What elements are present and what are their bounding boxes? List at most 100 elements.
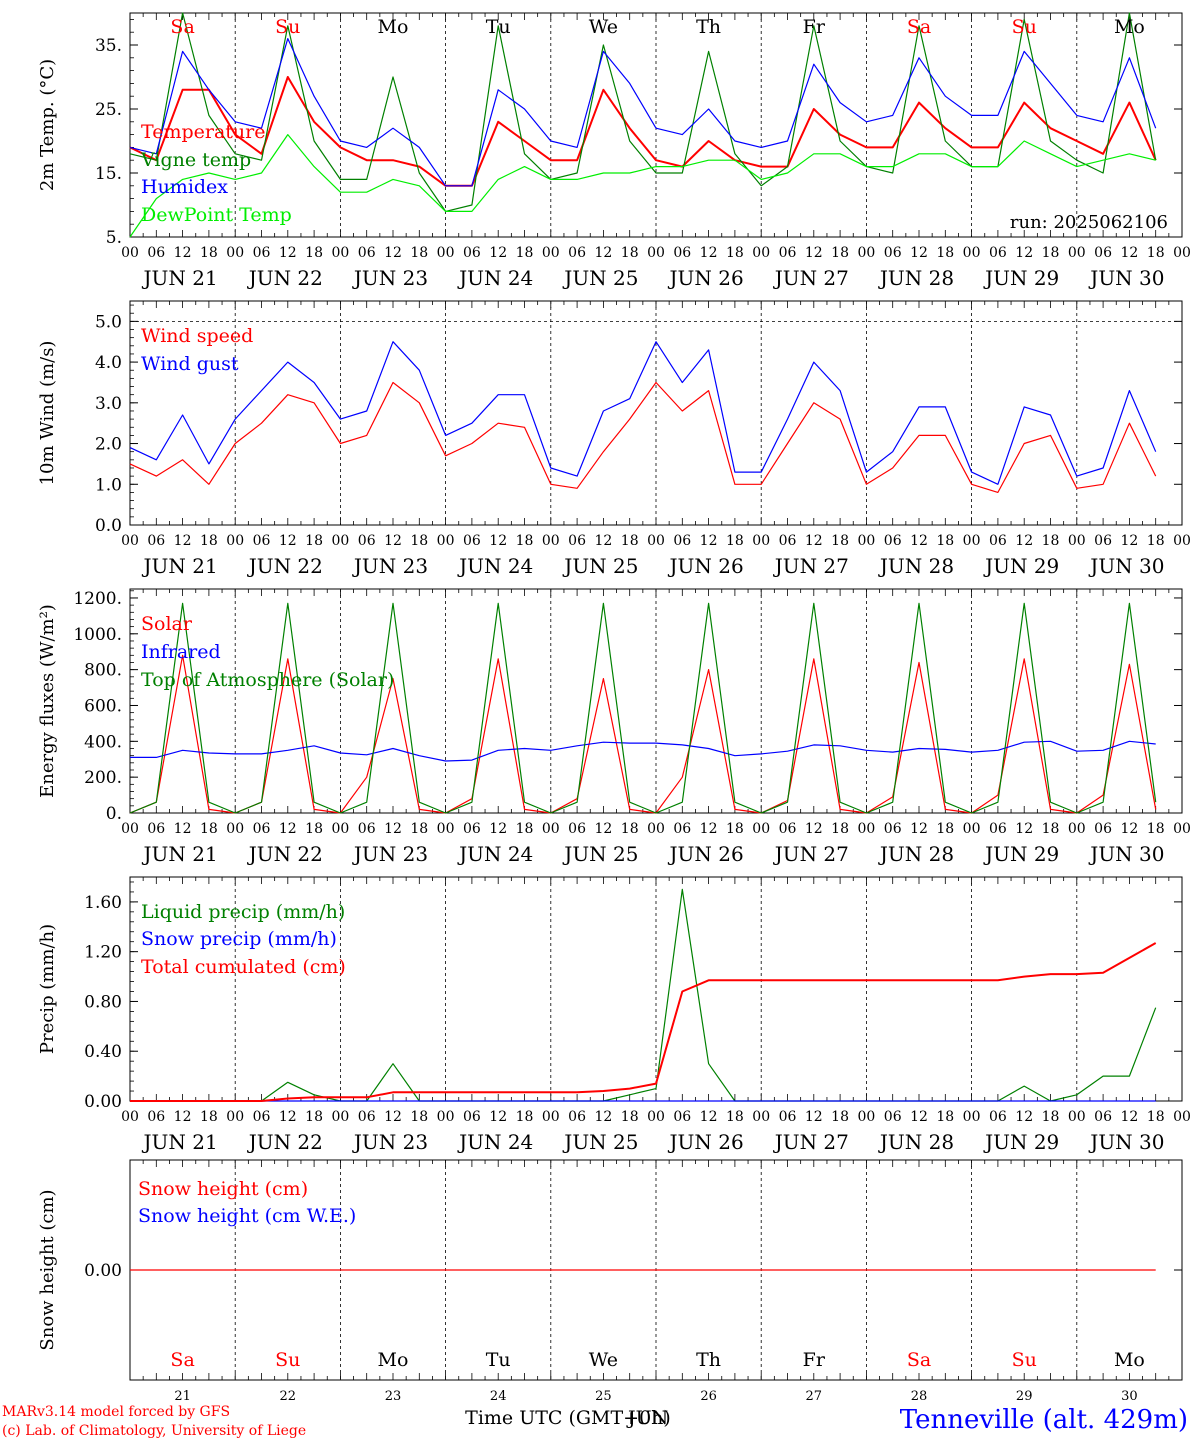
plot-frame <box>129 300 1183 526</box>
hour-tick-label: 06 <box>147 245 165 261</box>
y-tick-label: 4.0 <box>95 353 122 373</box>
hour-tick-label: 00 <box>121 245 139 261</box>
hour-tick-label: 00 <box>331 1109 349 1125</box>
hour-tick-label: 00 <box>437 533 455 549</box>
hour-tick-label: 06 <box>358 533 376 549</box>
hour-tick-label: 18 <box>621 821 639 837</box>
day-number-label: 27 <box>806 1389 823 1404</box>
hour-tick-label: 18 <box>1042 1109 1060 1125</box>
series-line-wind-speed <box>129 381 1157 493</box>
hour-tick-label: 00 <box>437 821 455 837</box>
hour-tick-label: 06 <box>884 533 902 549</box>
weekday-label: Su <box>275 1349 300 1371</box>
series-line-solar <box>129 654 1157 814</box>
hour-tick-label: 12 <box>384 821 402 837</box>
day-number-label: 28 <box>911 1389 928 1404</box>
day-label: JUN 27 <box>773 266 849 290</box>
hour-tick-label: 18 <box>410 821 428 837</box>
hour-tick-label: 18 <box>726 821 744 837</box>
weekday-label: We <box>589 1349 618 1371</box>
hour-tick-label: 12 <box>594 245 612 261</box>
hour-tick-label: 18 <box>1042 533 1060 549</box>
hour-tick-label: 06 <box>779 533 797 549</box>
day-label: JUN 23 <box>352 554 428 578</box>
hour-tick-label: 18 <box>1147 821 1165 837</box>
hour-tick-label: 06 <box>253 1109 271 1125</box>
day-label: JUN 22 <box>247 842 323 866</box>
hour-tick-label: 00 <box>857 821 875 837</box>
hour-tick-label: 12 <box>805 245 823 261</box>
day-label: JUN 24 <box>457 554 533 578</box>
hour-tick-label: 00 <box>1068 245 1086 261</box>
hour-tick-label: 12 <box>700 821 718 837</box>
legend-entry: Total cumulated (cm) <box>141 956 346 978</box>
hour-tick-label: 06 <box>463 821 481 837</box>
hour-tick-label: 00 <box>1173 533 1191 549</box>
hour-tick-label: 12 <box>1015 533 1033 549</box>
day-label: JUN 21 <box>142 266 218 290</box>
hour-tick-label: 00 <box>963 533 981 549</box>
hour-tick-label: 18 <box>410 1109 428 1125</box>
weekday-label: Sa <box>907 16 931 38</box>
legend-entry: Snow height (cm W.E.) <box>138 1205 356 1227</box>
hour-tick-label: 12 <box>174 533 192 549</box>
legend-entry: Temperature <box>141 121 265 143</box>
y-tick-label: 400. <box>84 732 122 752</box>
hour-tick-label: 06 <box>463 245 481 261</box>
legend-entry: Wind speed <box>141 325 253 347</box>
hour-tick-label: 00 <box>121 821 139 837</box>
hour-tick-label: 00 <box>752 245 770 261</box>
hour-tick-label: 06 <box>358 1109 376 1125</box>
day-label: JUN 26 <box>668 266 744 290</box>
day-label: JUN 25 <box>562 1130 638 1154</box>
hour-tick-label: 06 <box>1094 245 1112 261</box>
run-label: run: 2025062106 <box>1010 212 1168 233</box>
hour-tick-label: 18 <box>726 245 744 261</box>
hour-tick-label: 18 <box>305 533 323 549</box>
hour-tick-label: 18 <box>305 821 323 837</box>
day-label: JUN 30 <box>1088 266 1164 290</box>
hour-tick-label: 06 <box>884 1109 902 1125</box>
hour-tick-label: 06 <box>1094 821 1112 837</box>
hour-tick-label: 00 <box>963 1109 981 1125</box>
hour-tick-label: 06 <box>253 821 271 837</box>
day-label: JUN 25 <box>562 266 638 290</box>
hour-tick-label: 12 <box>1015 821 1033 837</box>
hour-tick-label: 06 <box>463 533 481 549</box>
hour-tick-label: 00 <box>752 1109 770 1125</box>
hour-tick-label: 18 <box>200 821 218 837</box>
hour-tick-label: 12 <box>384 1109 402 1125</box>
y-tick-label: 0.80 <box>84 992 122 1012</box>
day-label: JUN 29 <box>983 554 1059 578</box>
hour-tick-label: 00 <box>226 821 244 837</box>
weekday-label: Su <box>1012 1349 1037 1371</box>
hour-tick-label: 18 <box>621 245 639 261</box>
hour-tick-label: 12 <box>594 533 612 549</box>
day-label: JUN 22 <box>247 554 323 578</box>
hour-tick-label: 06 <box>147 821 165 837</box>
hour-tick-label: 18 <box>726 1109 744 1125</box>
hour-tick-label: 00 <box>647 245 665 261</box>
legend-entry: Snow height (cm) <box>138 1178 308 1200</box>
hour-tick-label: 00 <box>542 245 560 261</box>
day-label: JUN 26 <box>668 1130 744 1154</box>
hour-tick-label: 00 <box>1068 533 1086 549</box>
series-line-humidex <box>129 37 1157 187</box>
hour-tick-label: 18 <box>200 1109 218 1125</box>
hour-tick-label: 00 <box>226 533 244 549</box>
day-number-label: 24 <box>490 1389 507 1404</box>
hour-tick-label: 00 <box>647 1109 665 1125</box>
hour-tick-label: 00 <box>647 821 665 837</box>
hour-tick-label: 18 <box>1147 533 1165 549</box>
hour-tick-label: 00 <box>1173 245 1191 261</box>
hour-tick-label: 00 <box>542 533 560 549</box>
lab-credit: (c) Lab. of Climatology, University of L… <box>2 1423 306 1439</box>
day-label: JUN 28 <box>878 554 954 578</box>
hour-tick-label: 00 <box>542 821 560 837</box>
legend-entry: Liquid precip (mm/h) <box>141 901 345 923</box>
plot-frame <box>129 588 1183 814</box>
series-line-wind-gust <box>129 341 1157 485</box>
hour-tick-label: 00 <box>1068 821 1086 837</box>
hour-tick-label: 18 <box>200 533 218 549</box>
hour-tick-label: 18 <box>516 821 534 837</box>
